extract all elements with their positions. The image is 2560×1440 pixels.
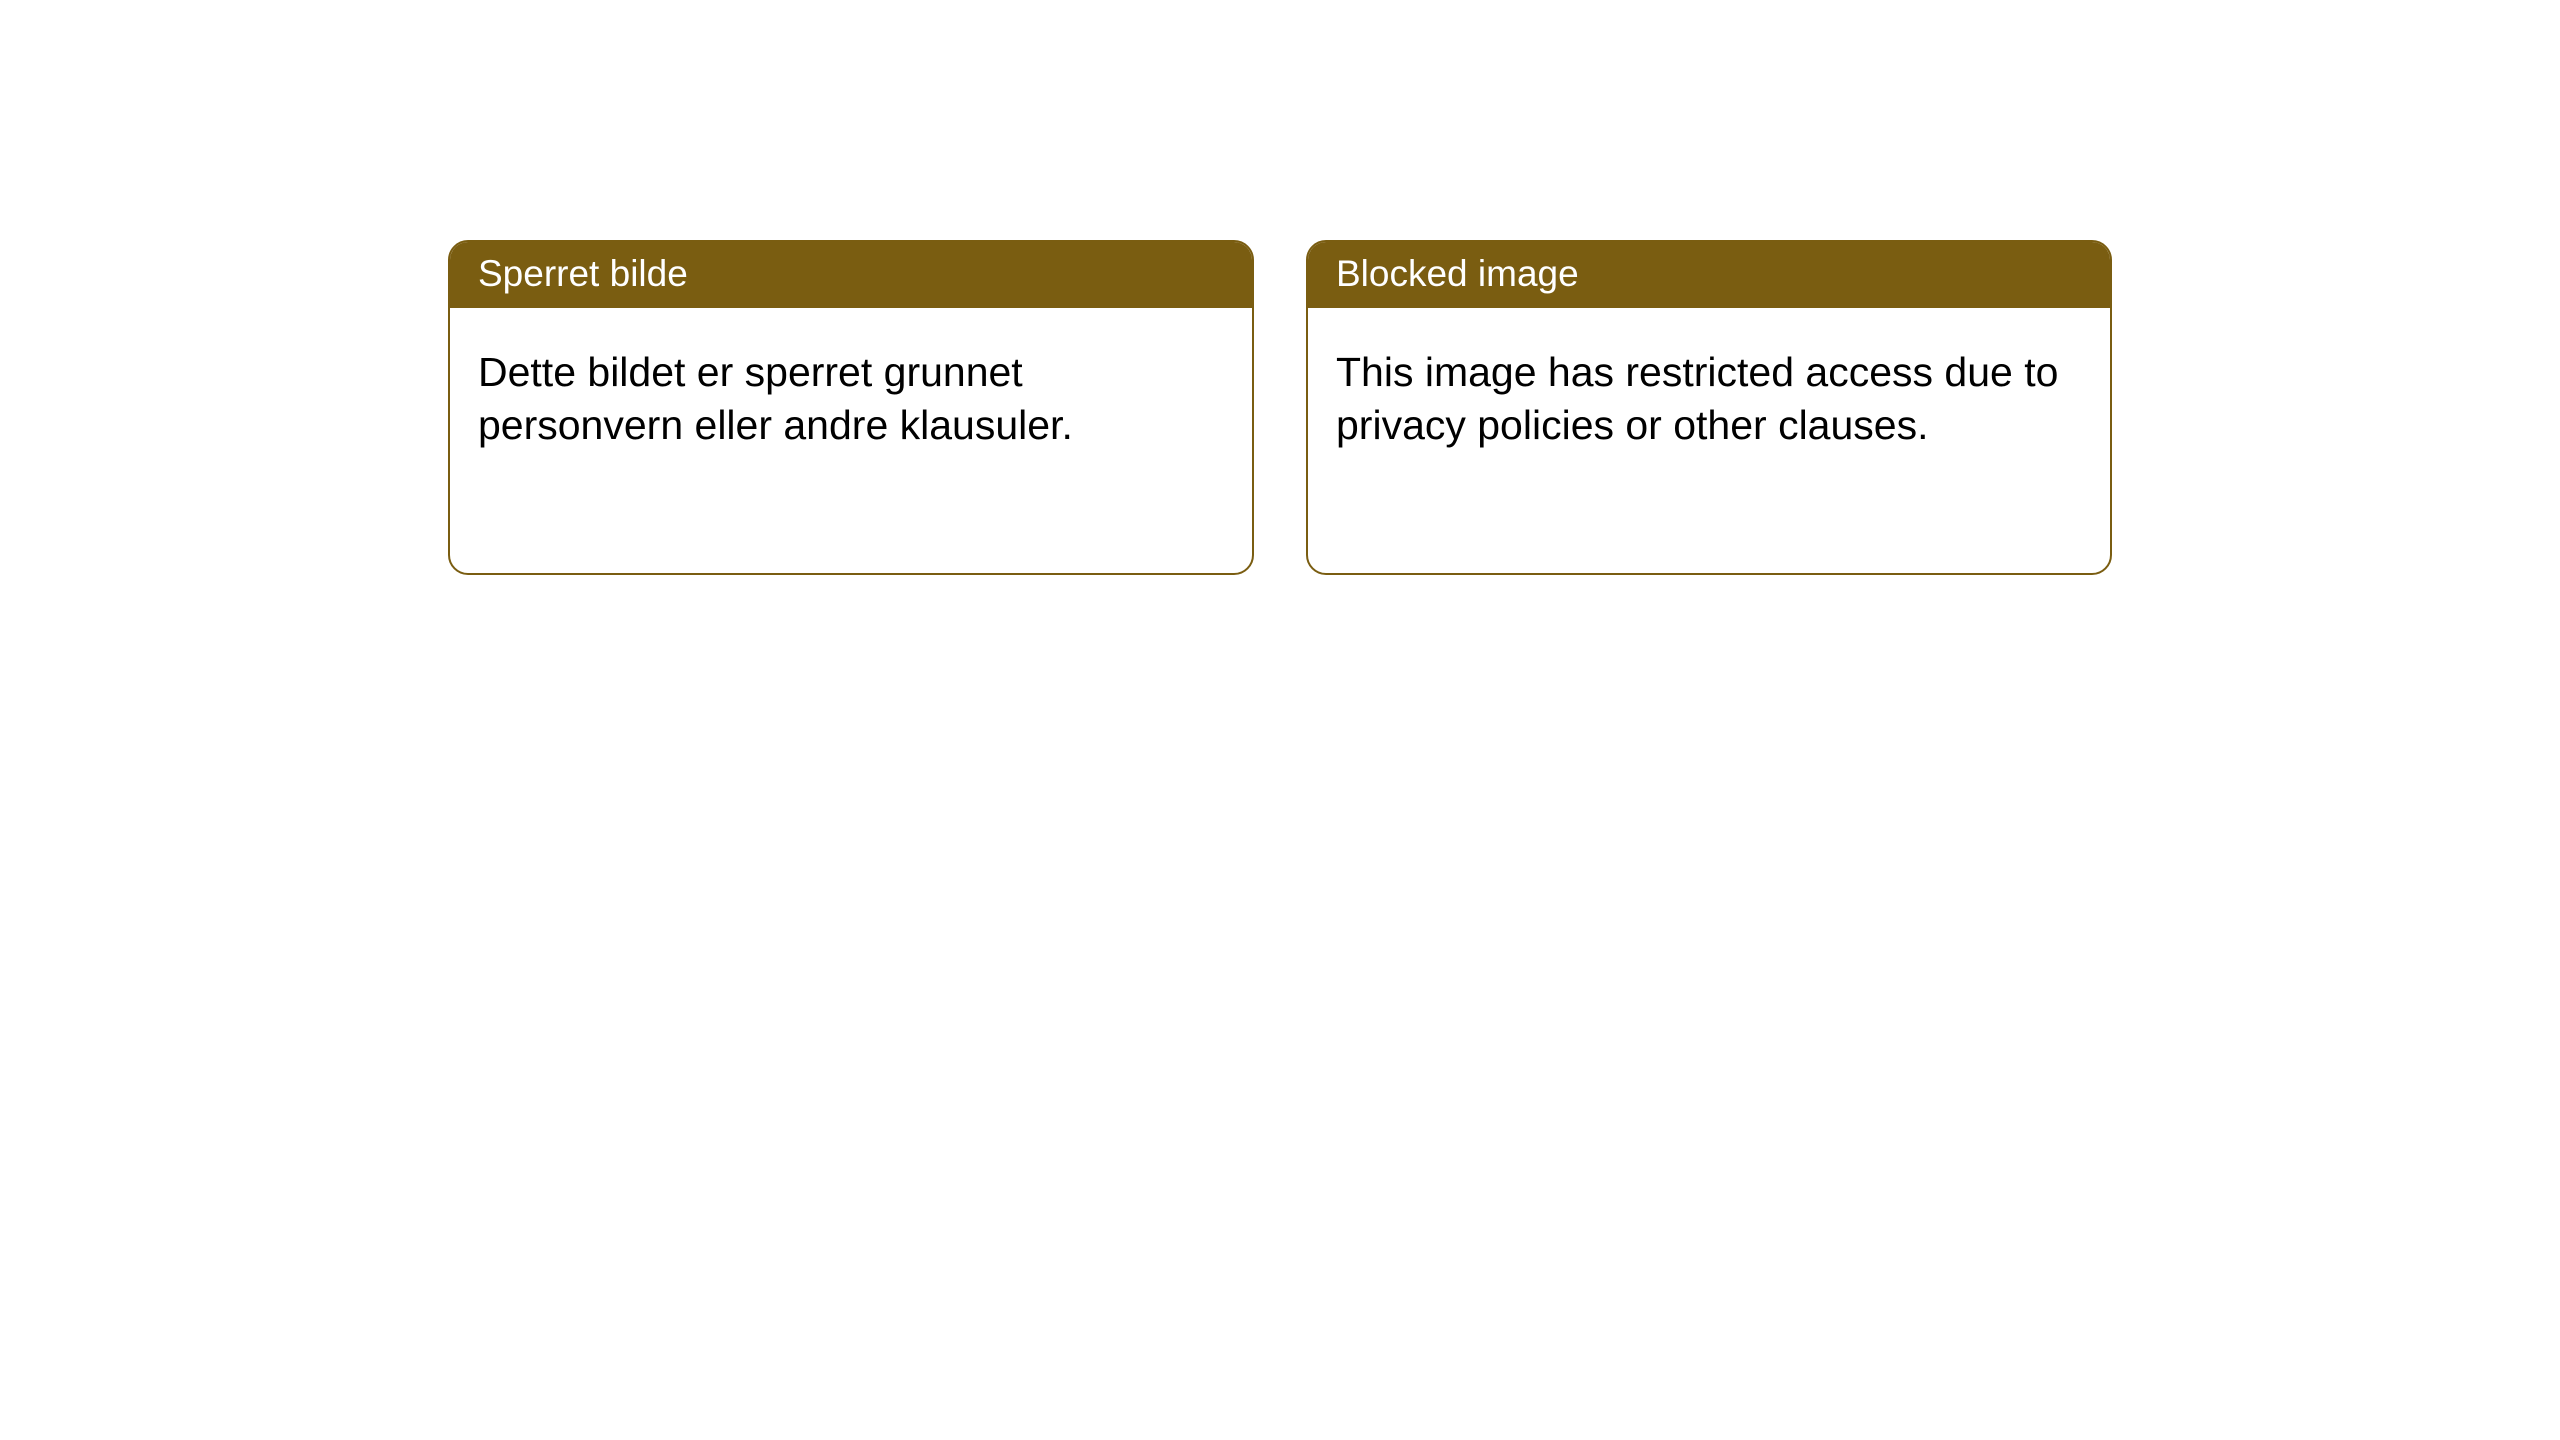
card-body: Dette bildet er sperret grunnet personve… [450, 308, 1252, 479]
blocked-image-card-english: Blocked image This image has restricted … [1306, 240, 2112, 575]
card-title: Blocked image [1336, 253, 1579, 294]
card-title: Sperret bilde [478, 253, 688, 294]
card-header: Blocked image [1308, 242, 2110, 308]
card-message: Dette bildet er sperret grunnet personve… [478, 349, 1073, 447]
blocked-image-card-norwegian: Sperret bilde Dette bildet er sperret gr… [448, 240, 1254, 575]
cards-container: Sperret bilde Dette bildet er sperret gr… [0, 0, 2560, 575]
card-message: This image has restricted access due to … [1336, 349, 2058, 447]
card-header: Sperret bilde [450, 242, 1252, 308]
card-body: This image has restricted access due to … [1308, 308, 2110, 479]
